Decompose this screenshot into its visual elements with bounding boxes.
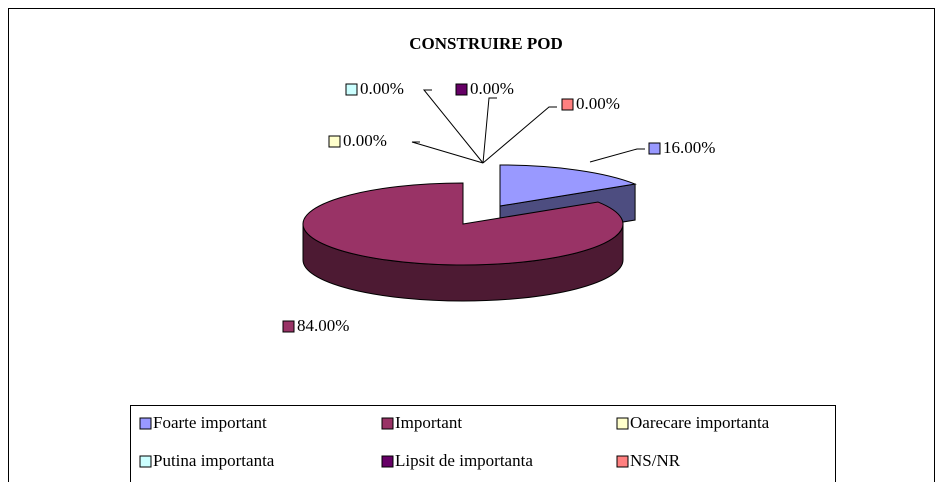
- leader-line: [589, 148, 645, 163]
- legend-label: Putina importanta: [153, 451, 275, 470]
- label-swatch: [328, 135, 341, 148]
- legend-label: Important: [395, 413, 462, 432]
- leader-line: [482, 106, 557, 164]
- legend-label: NS/NR: [630, 451, 681, 470]
- data-label: 0.00%: [343, 131, 387, 150]
- legend-swatch: [616, 455, 629, 468]
- data-label: 0.00%: [576, 94, 620, 113]
- data-label: 16.00%: [663, 138, 715, 157]
- leader-line: [482, 97, 497, 164]
- label-swatch: [345, 83, 358, 96]
- label-swatch: [648, 142, 661, 155]
- data-label: 0.00%: [360, 79, 404, 98]
- legend-label: Lipsit de importanta: [395, 451, 533, 470]
- slice-top: [302, 182, 624, 266]
- legend-swatch: [139, 417, 152, 430]
- label-swatch: [561, 98, 574, 111]
- legend-label: Foarte important: [153, 413, 267, 432]
- data-label: 0.00%: [470, 79, 514, 98]
- legend-swatch: [139, 455, 152, 468]
- label-swatch: [282, 320, 295, 333]
- leader-line: [411, 141, 484, 164]
- legend-label: Oarecare importanta: [630, 413, 770, 432]
- chart-title: CONSTRUIRE POD: [409, 34, 563, 53]
- slice-top: [499, 164, 637, 207]
- pie-slice: [302, 182, 624, 302]
- label-swatch: [455, 83, 468, 96]
- data-label: 84.00%: [297, 316, 349, 335]
- legend-swatch: [616, 417, 629, 430]
- legend-swatch: [381, 455, 394, 468]
- legend-swatch: [381, 417, 394, 430]
- leader-line: [422, 89, 484, 164]
- legend-box: [130, 405, 836, 482]
